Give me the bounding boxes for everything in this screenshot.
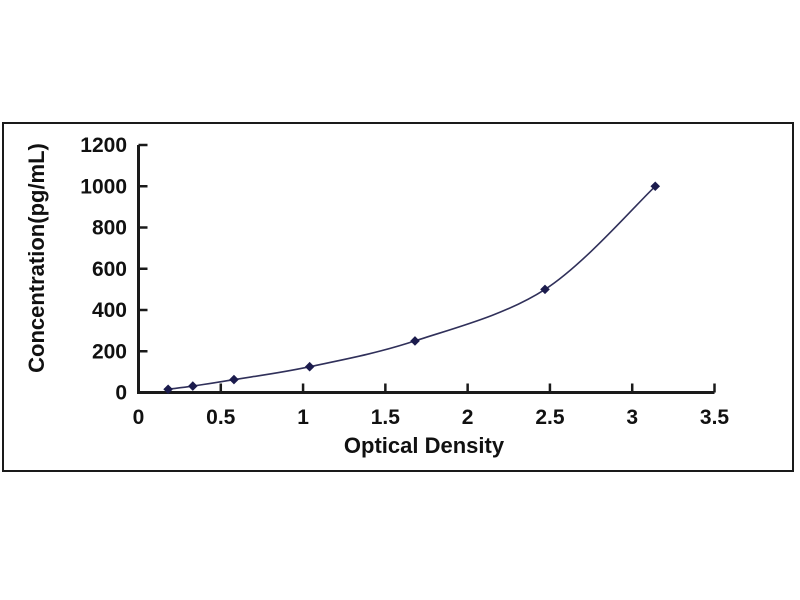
data-point-marker — [304, 361, 315, 372]
data-point-marker — [650, 181, 661, 192]
y-tick-label: 400 — [92, 299, 127, 322]
x-tick-label: 3.5 — [700, 406, 730, 429]
x-tick-label: 3 — [626, 406, 638, 429]
x-tick-label: 1.5 — [371, 406, 401, 429]
data-point-marker — [540, 284, 550, 295]
x-axis-title: Optical Density — [344, 433, 505, 458]
data-point-marker — [188, 381, 198, 391]
standard-curve-line — [167, 185, 656, 391]
y-tick-label: 0 — [115, 382, 127, 405]
x-tick-label: 2 — [462, 406, 474, 429]
y-axis-title: Concentration(pg/mL) — [24, 143, 49, 373]
axes-layer — [137, 145, 715, 394]
data-point-marker — [410, 336, 420, 346]
ticks-layer — [137, 143, 716, 394]
x-tick-label: 1 — [297, 406, 309, 429]
y-tick-label: 600 — [92, 258, 127, 281]
y-tick-label: 200 — [92, 340, 127, 363]
data-point-marker — [229, 374, 239, 385]
series-layer — [163, 181, 661, 395]
x-tick-label: 2.5 — [535, 406, 565, 429]
x-tick-label: 0 — [133, 406, 145, 429]
y-tick-label: 800 — [92, 217, 127, 240]
y-tick-label: 1000 — [80, 175, 127, 198]
y-tick-label: 1200 — [80, 134, 127, 157]
chart-frame — [2, 122, 794, 472]
x-tick-label: 0.5 — [206, 406, 236, 429]
tick-labels-layer: 0 0.5 1 1.5 2 2.5 3 3.5 0 200 400 600 800 1000 1200 — [80, 134, 729, 429]
data-point-marker — [163, 384, 173, 395]
